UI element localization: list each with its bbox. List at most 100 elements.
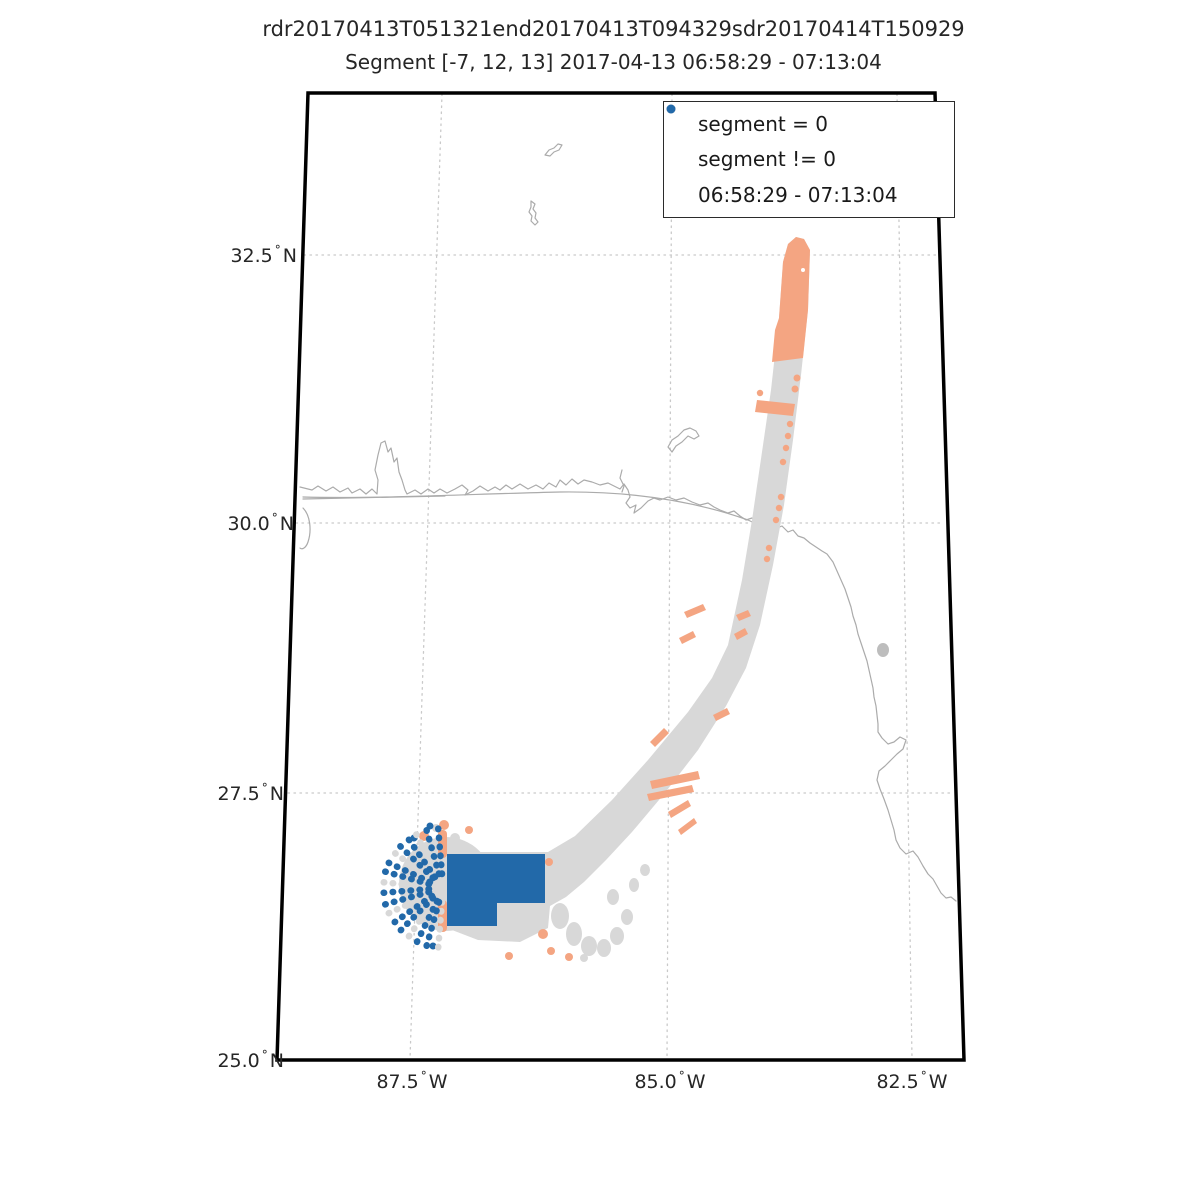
salmon-dot — [565, 953, 573, 961]
lat-suffix: N — [269, 1050, 284, 1072]
fan-spoke — [388, 892, 436, 928]
salmon-edge-dot — [786, 420, 794, 428]
islet-outline-north — [544, 143, 563, 157]
blue-block — [447, 854, 545, 926]
legend-label-segment0: segment = 0 — [698, 111, 828, 136]
scan-finger — [551, 903, 569, 929]
salmon-edge-dot — [782, 444, 790, 452]
legend: segment = 0 segment != 0 06:58:29 - 07:1… — [663, 101, 955, 218]
lon-suffix: W — [686, 1071, 706, 1093]
scan-finger — [597, 939, 611, 957]
stray-gray-dot — [580, 954, 588, 962]
degree-symbol: ° — [261, 781, 268, 795]
lat-tick-27-5n: 27.5 ° N — [194, 781, 284, 805]
salmon-edge-dot — [772, 516, 780, 524]
fan-spoke — [388, 847, 436, 884]
salmon-streak — [736, 610, 751, 621]
degree-symbol: ° — [271, 511, 278, 525]
fan-spoke — [422, 898, 443, 952]
salmon-streak — [678, 818, 697, 835]
scan-finger — [640, 864, 650, 876]
scan-finger — [566, 922, 582, 946]
swath-tip-notch — [801, 268, 805, 272]
scan-finger — [581, 936, 597, 956]
salmon-dot — [547, 947, 555, 955]
lat-suffix: N — [279, 513, 294, 535]
salmon-edge-dot — [777, 493, 785, 501]
lat-tick-32-5n: 32.5 ° N — [207, 243, 297, 267]
time-window-marker-dot — [666, 104, 676, 114]
salmon-dot — [465, 826, 473, 834]
lat-suffix: N — [282, 245, 297, 267]
legend-item-time-window: 06:58:29 - 07:13:04 — [664, 104, 954, 208]
lat-value: 25.0 — [217, 1050, 260, 1072]
salmon-streak — [647, 785, 694, 801]
salmon-streak — [650, 728, 669, 747]
fan-spoke — [383, 858, 434, 886]
salmon-dot — [545, 858, 553, 866]
fan-spoke — [395, 841, 437, 882]
barrier-island-west — [302, 495, 446, 500]
salmon-streak — [713, 708, 730, 721]
lat-tick-25-0n: 25.0 ° N — [194, 1048, 284, 1072]
salmon-dot — [538, 929, 548, 939]
mississippi-delta-path — [299, 507, 311, 550]
degree-symbol: ° — [261, 1048, 268, 1062]
fan-spoke — [434, 822, 446, 878]
figure-subtitle: Segment [-7, 12, 13] 2017-04-13 06:58:29… — [345, 50, 882, 74]
fan-spoke — [377, 878, 433, 891]
salmon-edge-dot — [765, 544, 773, 552]
blue-dot — [429, 942, 437, 950]
fan-spoke — [403, 895, 439, 943]
lon-suffix: W — [428, 1071, 448, 1093]
points-segment0 — [419, 237, 810, 961]
salmon-streak — [684, 604, 706, 618]
lon-value: 85.0 — [634, 1071, 677, 1093]
lon-tick-82-5w: 82.5 ° W — [842, 1069, 982, 1093]
legend-label-segment-not0: segment != 0 — [698, 147, 836, 172]
fan-spokes-gray — [377, 826, 446, 954]
fan-spoke — [403, 833, 439, 881]
legend-item-segment0: segment = 0 — [664, 104, 954, 136]
degree-symbol: ° — [274, 243, 281, 257]
salmon-edge-dot — [775, 504, 783, 512]
fan-spoke — [377, 885, 433, 897]
apalachicola-river — [619, 469, 625, 493]
fan-spokes-blue — [377, 822, 446, 952]
swath-body — [450, 237, 810, 942]
salmon-edge-dot — [791, 385, 799, 393]
legend-label-time-window: 06:58:29 - 07:13:04 — [698, 183, 898, 208]
gulf-coast-path — [299, 440, 957, 902]
lon-tick-85-0w: 85.0 ° W — [600, 1069, 740, 1093]
salmon-streak — [668, 800, 691, 818]
salmon-edge-dot — [763, 555, 771, 563]
salmon-dot — [505, 952, 513, 960]
degree-symbol: ° — [420, 1069, 427, 1083]
swath-top-salmon — [772, 237, 810, 362]
degree-symbol: ° — [920, 1069, 927, 1083]
legend-marker-time-window — [666, 104, 676, 114]
fan-spoke — [412, 897, 441, 948]
salmon-dot — [439, 820, 449, 830]
stray-gray-dot — [450, 833, 460, 843]
scan-finger — [610, 927, 624, 945]
salmon-cross-band — [755, 400, 795, 416]
lon-suffix: W — [928, 1071, 948, 1093]
swath-segment-not0 — [399, 237, 810, 962]
salmon-edge-dot — [779, 458, 787, 466]
lat-value: 27.5 — [217, 783, 260, 805]
fan-spoke — [395, 894, 437, 936]
meridian-82-5w — [896, 93, 913, 1060]
salmon-edge-dot — [793, 374, 801, 382]
scan-finger — [607, 889, 619, 905]
figure-title: rdr20170413T051321end20170413T094329sdr2… — [262, 17, 965, 41]
lon-value: 82.5 — [876, 1071, 919, 1093]
salmon-edge-dot — [756, 389, 764, 397]
lat-value: 32.5 — [230, 245, 273, 267]
lon-value: 87.5 — [376, 1071, 419, 1093]
lat-value: 30.0 — [227, 513, 270, 535]
legend-item-segment-not0: segment != 0 — [664, 104, 954, 172]
degree-symbol: ° — [678, 1069, 685, 1083]
